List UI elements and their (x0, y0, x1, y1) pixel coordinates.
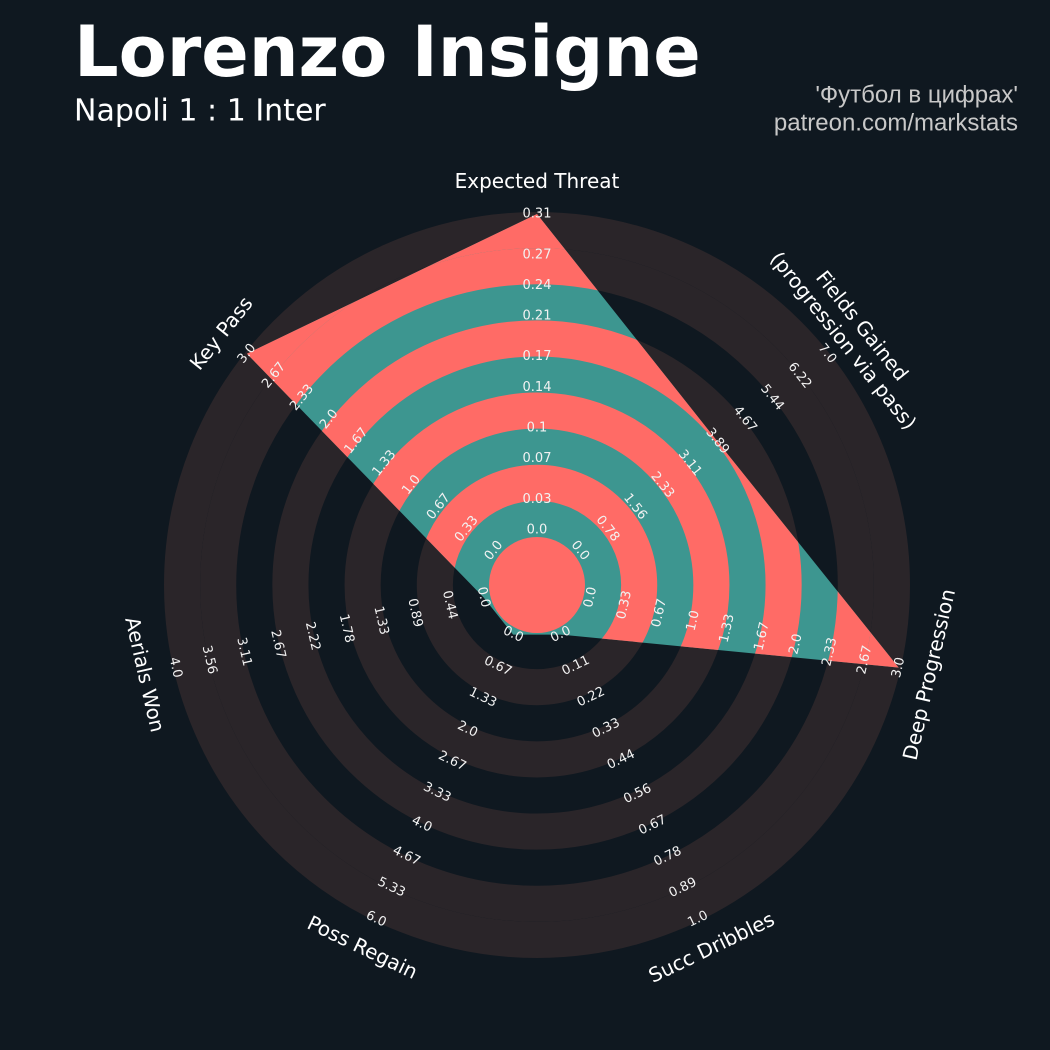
tick-label: 0.14 (523, 380, 552, 395)
tick-label: 2.22 (302, 620, 323, 652)
tick-label: 4.0 (166, 656, 185, 680)
tick-label: 0.44 (439, 589, 460, 621)
credit: 'Футбол в цифрах' (815, 81, 1018, 108)
tick-label: 3.56 (199, 644, 220, 676)
tick-label: 0.24 (523, 278, 552, 293)
tick-label: 2.67 (854, 644, 875, 676)
tick-label: 1.0 (684, 609, 703, 633)
tick-label: 0.1 (527, 421, 548, 436)
tick-label: 1.33 (717, 613, 738, 645)
axis-label: Expected Threat (455, 169, 620, 193)
tick-label: 1.33 (370, 605, 391, 637)
tick-label: 0.03 (523, 492, 552, 507)
radar-area (246, 214, 899, 668)
chart-title: Lorenzo Insigne (74, 11, 701, 93)
tick-label: 0.27 (523, 247, 552, 262)
tick-label: 0.0 (581, 585, 600, 609)
tick-label: 0.17 (523, 349, 552, 364)
chart-subtitle: Napoli 1 : 1 Inter (74, 94, 326, 129)
tick-label: 0.67 (649, 597, 670, 629)
tick-label: 0.0 (527, 523, 548, 538)
tick-label: 0.0 (474, 585, 493, 609)
tick-label: 3.0 (889, 656, 908, 680)
radar-polygon (246, 214, 899, 668)
tick-label: 1.67 (752, 621, 773, 653)
tick-label: 2.33 (819, 636, 840, 668)
credit: patreon.com/markstats (774, 109, 1018, 136)
tick-label: 0.89 (404, 597, 425, 629)
tick-label: 3.11 (233, 636, 254, 668)
tick-label: 0.33 (614, 589, 635, 621)
tick-label: 0.07 (523, 451, 552, 466)
tick-label: 2.0 (786, 632, 805, 656)
tick-label: 1.78 (336, 613, 357, 645)
center (489, 537, 585, 633)
tick-label: 0.31 (523, 207, 552, 222)
tick-label: 0.21 (523, 308, 552, 323)
tick-label: 2.67 (267, 628, 288, 660)
